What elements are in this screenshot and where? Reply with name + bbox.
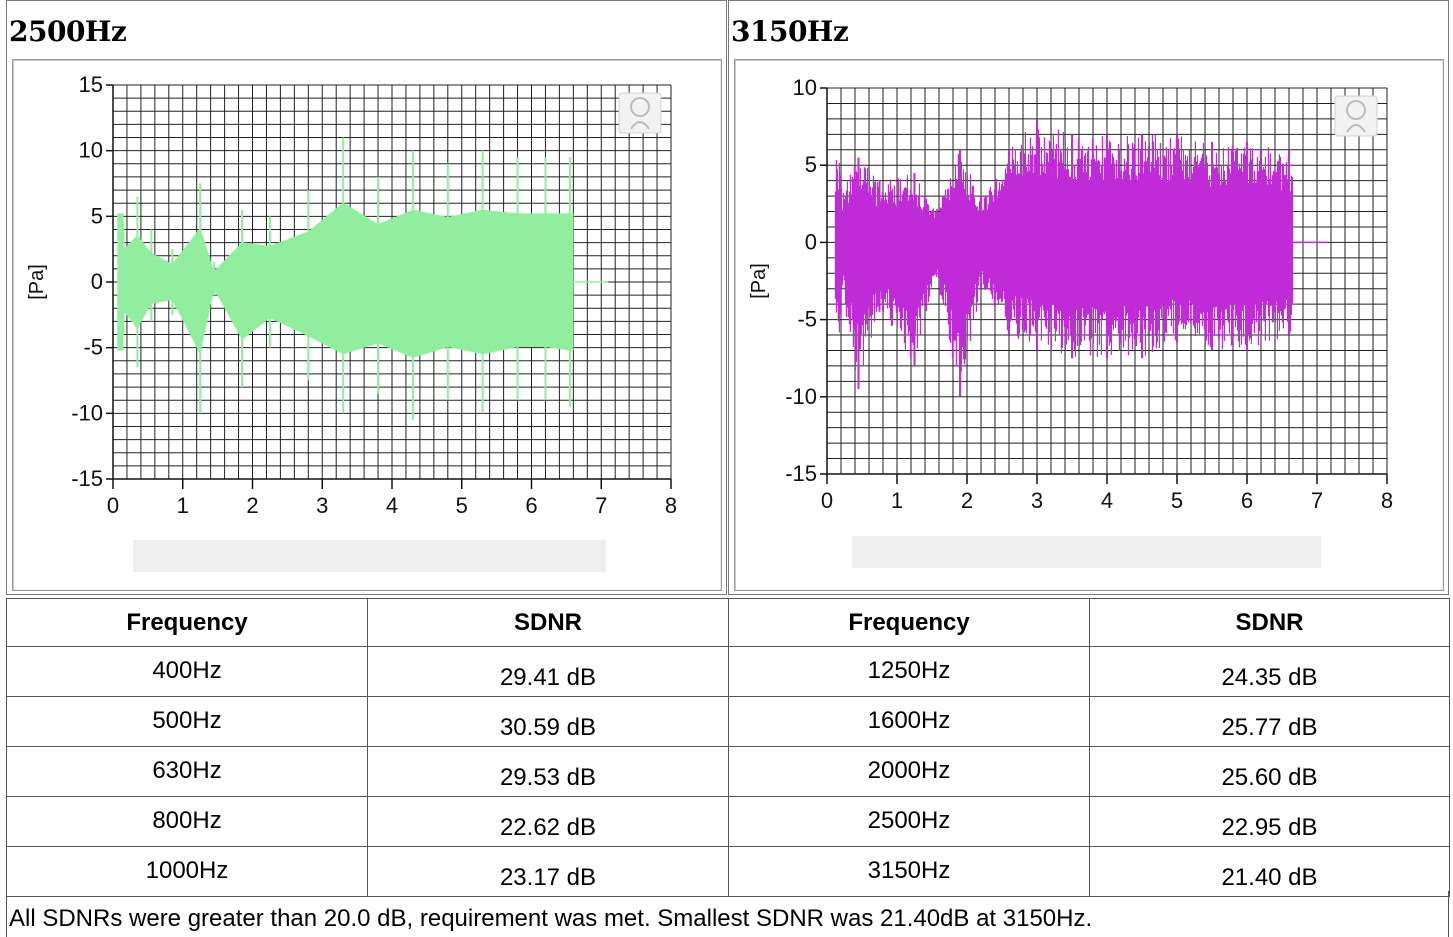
x-tick-label: 3 — [316, 493, 328, 518]
waveform-series — [834, 118, 1328, 397]
frequency-cell: 800Hz — [6, 796, 368, 847]
y-tick-label: 0 — [91, 269, 103, 294]
sdnr-cell: 30.59 dB — [367, 696, 729, 747]
x-tick-label: 8 — [665, 493, 677, 518]
frequency-cell: 1600Hz — [728, 696, 1090, 747]
frequency-cell: 1000Hz — [6, 846, 368, 897]
frequency-cell: 2500Hz — [728, 796, 1090, 847]
frequency-cell: 500Hz — [6, 696, 368, 747]
x-tick-label: 8 — [1381, 488, 1393, 513]
y-tick-label: 5 — [91, 203, 103, 228]
sdnr-cell: 25.77 dB — [1089, 696, 1450, 747]
y-tick-label: -5 — [83, 335, 103, 360]
sdnr-cell: 23.17 dB — [367, 846, 729, 897]
sdnr-cell: 22.95 dB — [1089, 796, 1450, 847]
frequency-cell: 630Hz — [6, 746, 368, 797]
x-tick-label: 1 — [177, 493, 189, 518]
x-tick-label: 3 — [1031, 488, 1043, 513]
summary-text: All SDNRs were greater than 20.0 dB, req… — [6, 891, 1449, 937]
plot-frame: 10 5 0 -5 -10 -15 0 1 2 3 4 5 6 7 8 [Pa] — [734, 59, 1444, 591]
frequency-cell: 2000Hz — [728, 746, 1090, 797]
x-tick-label: 0 — [107, 493, 119, 518]
column-header: SDNR — [367, 598, 729, 647]
sdnr-cell: 21.40 dB — [1089, 846, 1450, 897]
x-tick-label: 6 — [525, 493, 537, 518]
chart-title: 2500Hz — [9, 15, 127, 48]
y-tick-label: 0 — [805, 229, 817, 254]
chart-panel-3150hz: 3150Hz 10 5 0 -5 -10 -15 0 1 2 3 4 5 6 7 8 [Pa] — [728, 0, 1449, 595]
x-tick-label: 5 — [1171, 488, 1183, 513]
y-tick-label: 10 — [793, 75, 817, 100]
table-header-row: Frequency SDNR Frequency SDNR — [6, 598, 1450, 647]
x-tick-label: 5 — [456, 493, 468, 518]
x-tick-label: 0 — [821, 488, 833, 513]
sdnr-cell: 22.62 dB — [367, 796, 729, 847]
sdnr-cell: 24.35 dB — [1089, 646, 1450, 697]
sdnr-table: Frequency SDNR Frequency SDNR 400Hz 29.41… — [6, 598, 1450, 897]
graph-palette-icon[interactable] — [1334, 95, 1378, 137]
plot-frame: 15 10 5 0 -5 -10 -15 0 1 2 3 4 5 6 7 8 [Pa] — [12, 59, 722, 591]
x-tick-label: 7 — [595, 493, 607, 518]
y-tick-label: 5 — [805, 152, 817, 177]
x-tick-label: 1 — [891, 488, 903, 513]
column-header: SDNR — [1089, 598, 1450, 647]
y-tick-label: -5 — [797, 307, 817, 332]
chart-panel-2500hz: 2500Hz 15 10 5 0 -5 -10 -15 0 1 2 3 4 5 6 7 8 [Pa] — [6, 0, 727, 595]
y-tick-label: -15 — [71, 466, 103, 491]
column-header: Frequency — [728, 598, 1090, 647]
y-tick-label: 15 — [79, 72, 103, 97]
y-axis-label: [Pa] — [26, 264, 48, 300]
y-tick-label: 10 — [79, 138, 103, 163]
chart-title: 3150Hz — [731, 15, 849, 48]
y-tick-label: -10 — [785, 384, 817, 409]
x-tick-label: 4 — [1101, 488, 1113, 513]
y-tick-label: -10 — [71, 400, 103, 425]
y-tick-label: -15 — [785, 461, 817, 486]
table-row: 400Hz 29.41 dB 1250Hz 24.35 dB — [6, 646, 1450, 697]
frequency-cell: 400Hz — [6, 646, 368, 697]
table-row: 500Hz 30.59 dB 1600Hz 25.77 dB — [6, 696, 1450, 747]
y-axis-label: [Pa] — [748, 263, 770, 299]
table-row: 630Hz 29.53 dB 2000Hz 25.60 dB — [6, 746, 1450, 797]
waveform-series — [117, 137, 609, 420]
sdnr-cell: 29.53 dB — [367, 746, 729, 797]
horizontal-scrollbar[interactable] — [133, 540, 606, 572]
graph-palette-icon[interactable] — [618, 92, 662, 134]
sdnr-cell: 25.60 dB — [1089, 746, 1450, 797]
table-row: 1000Hz 23.17 dB 3150Hz 21.40 dB — [6, 846, 1450, 897]
horizontal-scrollbar[interactable] — [852, 536, 1321, 568]
frequency-cell: 3150Hz — [728, 846, 1090, 897]
frequency-cell: 1250Hz — [728, 646, 1090, 697]
table-row: 800Hz 22.62 dB 2500Hz 22.95 dB — [6, 796, 1450, 847]
sdnr-cell: 29.41 dB — [367, 646, 729, 697]
x-tick-label: 6 — [1241, 488, 1253, 513]
x-tick-label: 4 — [386, 493, 398, 518]
x-tick-label: 2 — [961, 488, 973, 513]
column-header: Frequency — [6, 598, 368, 647]
x-tick-label: 2 — [246, 493, 258, 518]
x-tick-label: 7 — [1311, 488, 1323, 513]
